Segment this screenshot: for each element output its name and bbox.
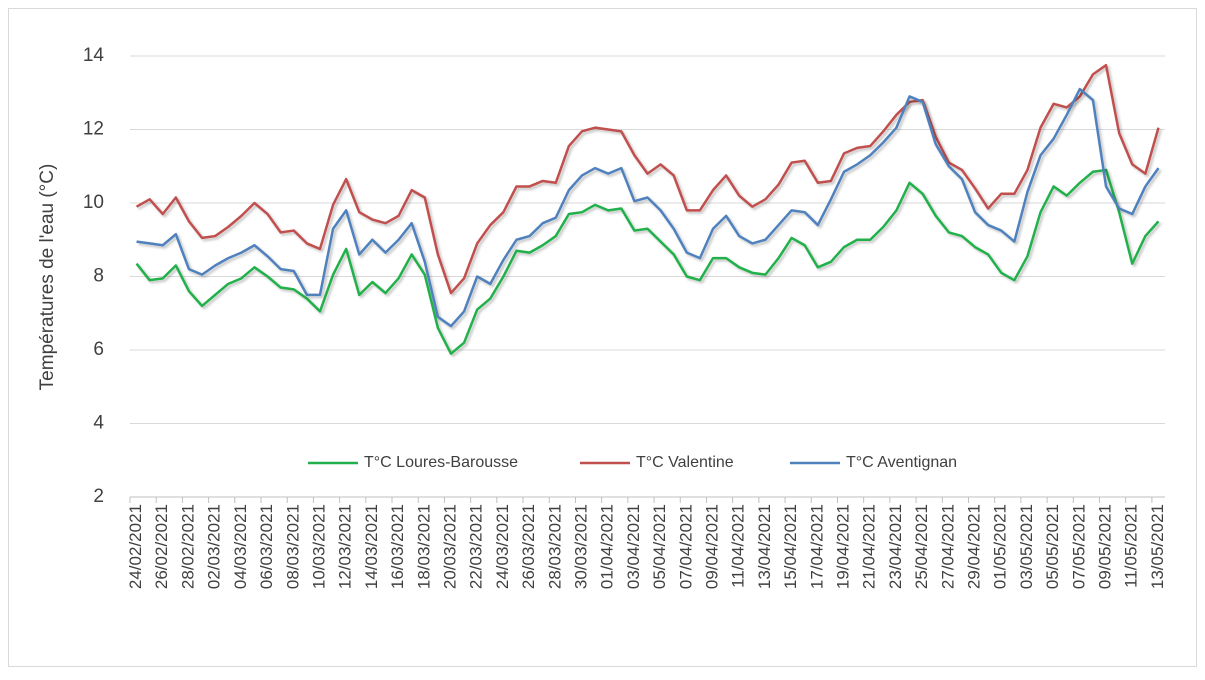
x-tick-label: 09/05/2021 (1096, 504, 1115, 589)
y-tick-label: 10 (83, 192, 104, 213)
x-tick-label: 16/03/2021 (388, 504, 407, 589)
x-tick-label: 05/05/2021 (1043, 504, 1062, 589)
series-line (136, 87, 1160, 328)
x-tick-label: 01/04/2021 (598, 504, 617, 589)
x-tick-label: 02/03/2021 (205, 504, 224, 589)
y-tick-label: 4 (93, 413, 104, 434)
x-tick-label: 11/05/2021 (1122, 504, 1141, 588)
y-axis-title: Températures de l'eau (°C) (37, 164, 58, 391)
series-line (135, 63, 1160, 295)
x-tick-label: 10/03/2021 (309, 504, 328, 589)
x-tick-label: 28/02/2021 (178, 504, 197, 589)
x-tick-label: 13/05/2021 (1148, 504, 1167, 589)
x-tick-label: 01/05/2021 (991, 504, 1010, 589)
x-tick-label: 23/04/2021 (886, 504, 905, 589)
x-tick-label: 12/03/2021 (336, 504, 355, 589)
x-tick-label: 24/02/2021 (126, 504, 145, 589)
x-tick-label: 15/04/2021 (781, 504, 800, 589)
x-tick-label: 26/02/2021 (152, 504, 171, 589)
x-tick-label: 07/04/2021 (676, 504, 695, 589)
y-tick-label: 14 (83, 45, 105, 66)
x-tick-label: 22/03/2021 (467, 504, 486, 589)
y-tick-label: 2 (93, 486, 104, 507)
x-tick-label: 11/04/2021 (729, 504, 748, 588)
x-tick-label: 28/03/2021 (545, 504, 564, 589)
y-tick-label: 12 (83, 119, 104, 140)
x-tick-label: 05/04/2021 (650, 504, 669, 589)
x-tick-label: 19/04/2021 (834, 504, 853, 589)
x-tick-label: 14/03/2021 (362, 504, 381, 589)
x-tick-label: 13/04/2021 (755, 504, 774, 589)
x-tick-label: 30/03/2021 (571, 504, 590, 589)
x-tick-label: 03/05/2021 (1017, 504, 1036, 589)
x-tick-label: 26/03/2021 (519, 504, 538, 589)
x-tick-label: 25/04/2021 (912, 504, 931, 589)
x-tick-label: 18/03/2021 (414, 504, 433, 589)
x-tick-label: 24/03/2021 (493, 504, 512, 589)
y-tick-label: 6 (93, 339, 104, 360)
x-tick-label: 06/03/2021 (257, 504, 276, 589)
legend-label: T°C Valentine (636, 454, 734, 471)
series-line (135, 168, 1160, 355)
legend-label: T°C Loures-Barousse (364, 454, 518, 471)
x-tick-label: 27/04/2021 (938, 504, 957, 589)
x-tick-label: 07/05/2021 (1069, 504, 1088, 589)
x-tick-label: 04/03/2021 (231, 504, 250, 589)
x-tick-label: 20/03/2021 (440, 504, 459, 589)
legend-label: T°C Aventignan (846, 454, 957, 471)
x-tick-label: 03/04/2021 (624, 504, 643, 589)
x-tick-label: 08/03/2021 (283, 504, 302, 589)
x-tick-label: 17/04/2021 (807, 504, 826, 589)
x-tick-label: 21/04/2021 (860, 504, 879, 589)
chart-border (8, 8, 1197, 667)
x-tick-label: 29/04/2021 (965, 504, 984, 589)
x-tick-label: 09/04/2021 (702, 504, 721, 589)
y-tick-label: 8 (93, 266, 104, 287)
